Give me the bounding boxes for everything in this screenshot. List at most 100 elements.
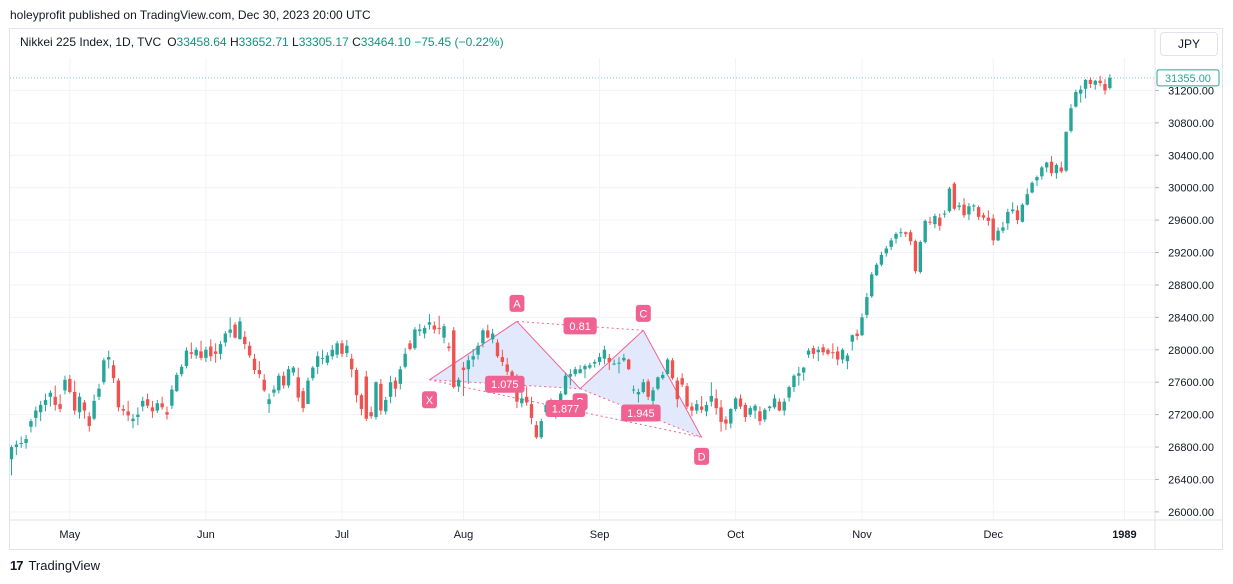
candle <box>899 228 903 238</box>
candle <box>612 359 616 366</box>
candle-body <box>87 416 91 426</box>
candle-body <box>97 388 101 397</box>
candle-body <box>243 336 247 345</box>
candle-body <box>223 333 228 343</box>
candle-body <box>490 333 495 340</box>
candle <box>116 378 121 412</box>
candle-body <box>213 351 218 354</box>
candle-body <box>627 359 631 370</box>
candle <box>471 348 475 367</box>
candle-body <box>19 443 23 444</box>
time-axis: May Jun Jul Aug Sep Oct Nov Dec 1989 <box>9 519 1222 541</box>
candle-body <box>272 389 276 393</box>
candle <box>179 364 184 377</box>
candle <box>743 402 748 422</box>
candle <box>384 396 388 415</box>
close-label: C <box>352 35 361 49</box>
candle-body <box>685 386 689 407</box>
candle <box>524 386 529 406</box>
grid-lines <box>10 58 1155 520</box>
candle <box>24 434 28 449</box>
candle <box>1020 203 1025 223</box>
candle <box>1083 79 1088 99</box>
candle-body <box>539 421 543 438</box>
candle-body <box>476 345 480 355</box>
candle-body <box>189 352 194 354</box>
price-axis: 26000.00 26400.00 26800.00 27200.00 27600.00… <box>1154 28 1220 550</box>
candle-body <box>379 383 383 411</box>
candle <box>296 367 300 402</box>
candle-body <box>831 352 835 354</box>
pattern-point-X-text: X <box>426 395 434 407</box>
pattern-point-C-bg <box>635 304 651 322</box>
candle-body <box>631 389 636 391</box>
candle <box>889 237 893 251</box>
candle-body <box>748 408 752 415</box>
candle-body <box>1015 210 1020 221</box>
candle-body <box>534 425 539 438</box>
candle <box>933 213 937 229</box>
candle-body <box>840 349 845 360</box>
pattern-ratio: 1.075 <box>485 375 525 393</box>
candle <box>787 385 791 402</box>
candle <box>38 400 43 422</box>
candle <box>801 366 806 381</box>
candle <box>976 205 981 221</box>
candle <box>908 229 913 246</box>
candle-body <box>68 378 72 392</box>
candle-body <box>204 349 208 358</box>
candle <box>709 382 714 407</box>
candle-body <box>680 378 684 385</box>
candle <box>257 361 262 379</box>
candle-body <box>918 241 923 272</box>
candle-body <box>855 333 859 337</box>
candle-body <box>262 379 266 391</box>
candle <box>855 329 859 341</box>
candle <box>243 331 247 349</box>
candle <box>860 313 864 337</box>
candle-body <box>432 325 437 330</box>
currency-button[interactable]: JPY <box>1160 32 1218 56</box>
candle <box>879 251 884 267</box>
high-value: 33652.71 <box>238 35 289 49</box>
pattern-leg <box>579 329 644 390</box>
candle <box>364 370 368 422</box>
candle-body <box>957 205 961 208</box>
candle-body <box>345 345 349 354</box>
pattern-leg <box>642 330 703 438</box>
candle <box>874 263 879 277</box>
candle <box>1035 175 1039 187</box>
candle <box>107 350 111 369</box>
candle-body <box>772 398 777 408</box>
candle-body <box>865 297 869 315</box>
candle-body <box>1079 89 1083 94</box>
close-value: 33464.10 <box>360 35 411 49</box>
candle <box>461 361 466 396</box>
candle <box>991 214 995 246</box>
high-label: H <box>229 35 239 49</box>
candle-body <box>665 359 670 375</box>
pattern-ratio: 1.877 <box>545 400 586 418</box>
candle <box>82 400 87 419</box>
candle <box>836 346 840 366</box>
tradingview-logo-icon[interactable]: 17 <box>10 558 24 573</box>
candle-body <box>1006 212 1010 224</box>
candle-body <box>675 380 680 400</box>
symbol-label[interactable]: Nikkei 225 Index, 1D, TVC <box>20 35 162 49</box>
footer-brand[interactable]: TradingView <box>28 558 101 573</box>
candle <box>1001 221 1005 234</box>
pattern-triangle-bcd <box>580 330 702 438</box>
candle <box>155 400 159 414</box>
y-tick-label: 29600.00 <box>1168 215 1214 227</box>
candle <box>1108 74 1112 90</box>
candle <box>34 406 38 427</box>
candle <box>374 381 378 420</box>
y-tick-label: 30800.00 <box>1168 118 1214 130</box>
candle <box>136 407 140 426</box>
candle <box>850 334 854 351</box>
candle-body <box>952 183 957 209</box>
candle-body <box>588 365 592 368</box>
candle-body <box>267 399 271 405</box>
candle-body <box>24 438 28 443</box>
